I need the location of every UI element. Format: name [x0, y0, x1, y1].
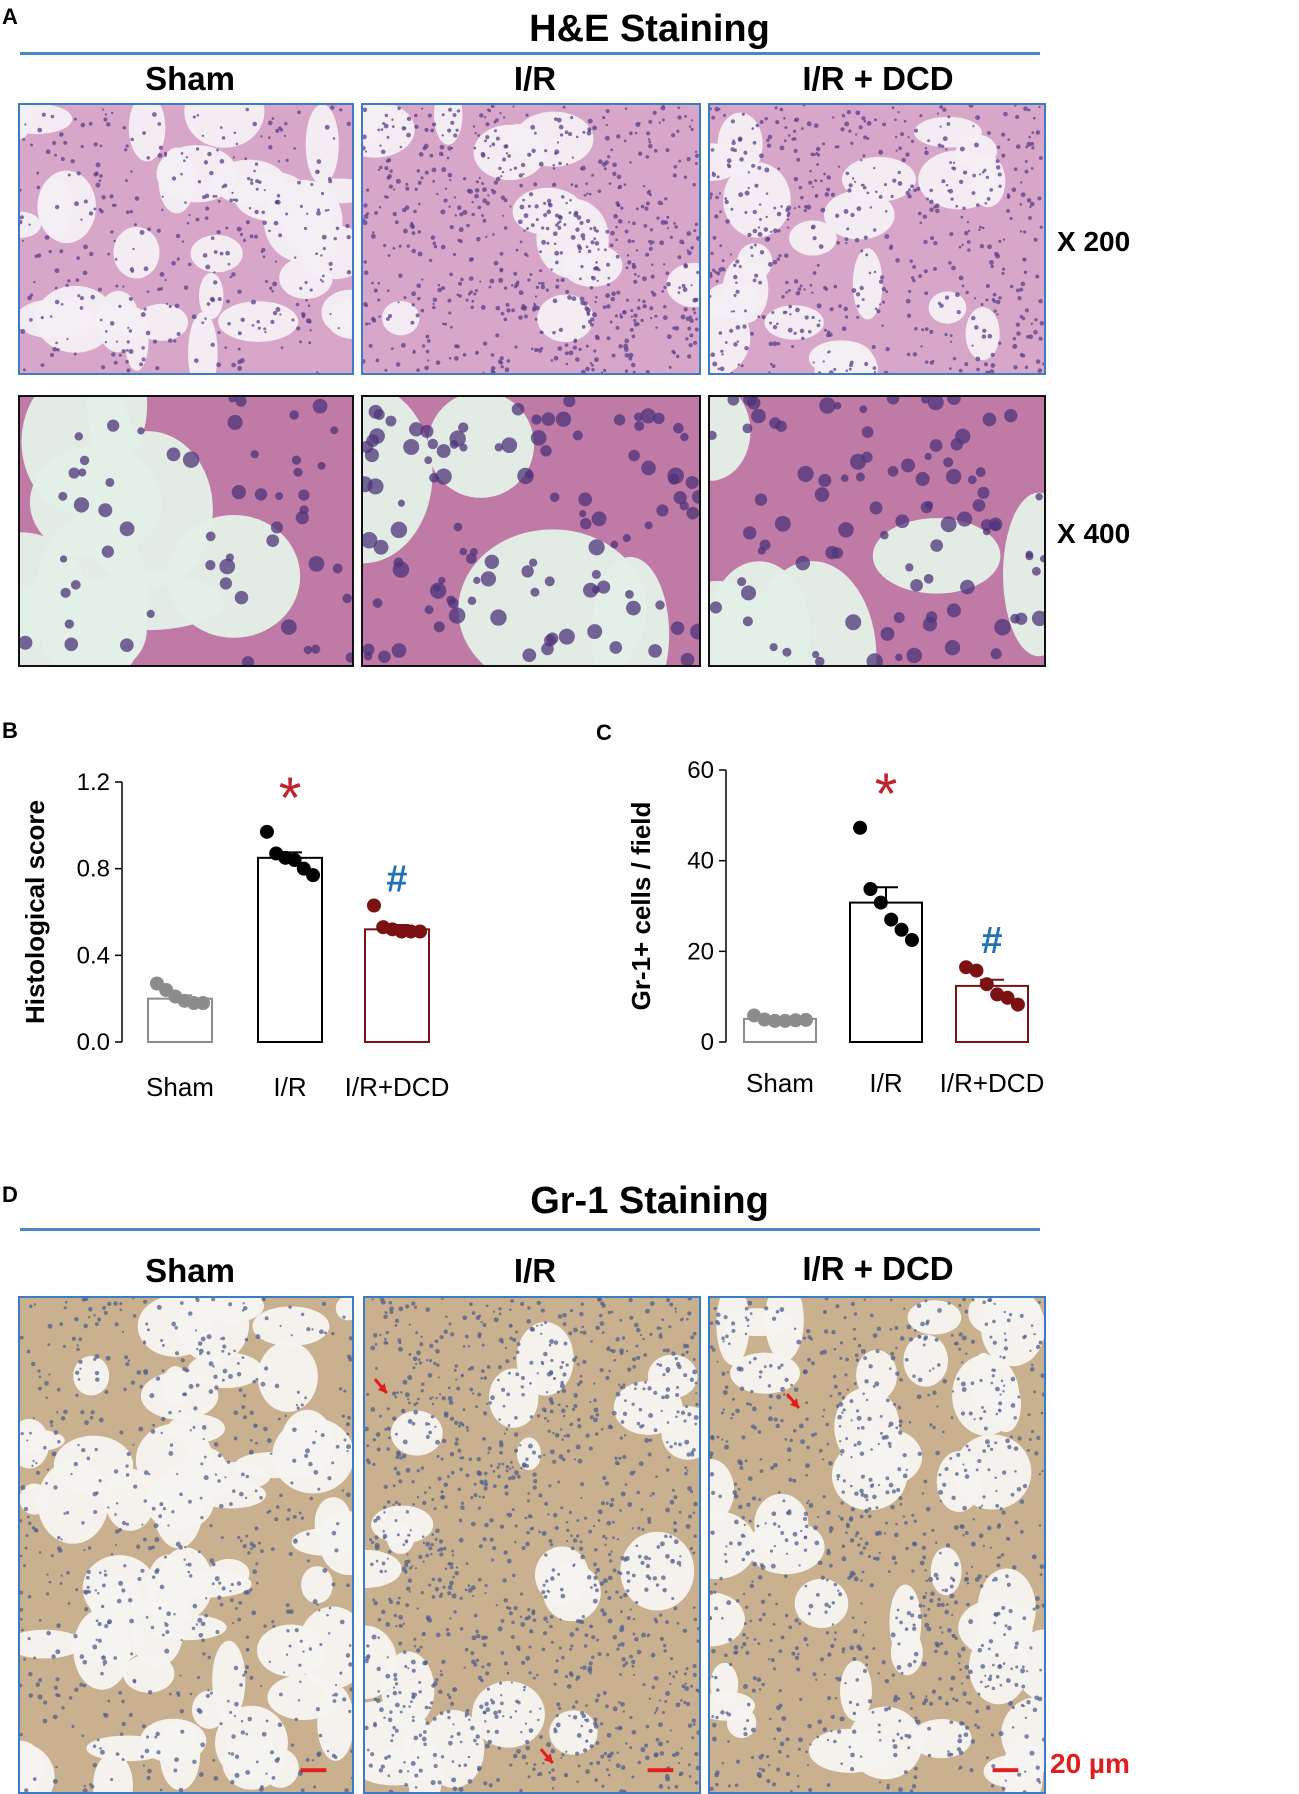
he-x400-ir-image [361, 395, 701, 667]
chart-c-point-1-4 [894, 922, 909, 937]
gr1-col-label-sham: Sham [145, 1252, 235, 1289]
chart-c-significance-star: * [875, 762, 898, 827]
chart-b-category-label-0: Sham [146, 1072, 214, 1102]
chart-c-tick-label-3: 60 [687, 757, 714, 784]
chart-c-point-1-0 [853, 820, 868, 835]
chart-b-category-label-2: I/R+DCD [345, 1072, 450, 1102]
chart-c-y-axis-label: Gr-1+ cells / field [626, 802, 656, 1011]
chart-c-point-1-2 [873, 895, 888, 910]
chart-c-point-2-2 [979, 977, 994, 992]
chart-c-tick-label-1: 20 [687, 938, 714, 965]
chart-c-point-0-3 [778, 1013, 793, 1028]
chart-c-point-0-4 [788, 1013, 803, 1028]
he-x400-ir-dcd-image [708, 395, 1046, 667]
gr1-sham-image [18, 1296, 354, 1794]
chart-b-point-2-0 [366, 898, 381, 913]
chart-b-point-1-5 [306, 868, 321, 883]
chart-b-tick-label-2: 0.8 [77, 856, 110, 883]
chart-b-significance-star: * [279, 766, 302, 831]
gr1-title-rule [20, 1228, 1040, 1231]
chart-c-point-0-2 [767, 1013, 782, 1028]
gr1-col-label-ir-dcd: I/R + DCD [802, 1250, 954, 1287]
gr1-cells-chart: 0 20 40 60 Gr-1+ cells / field Sham I/R I/R+DCD… [626, 757, 1045, 1098]
chart-c-point-2-4 [1000, 990, 1015, 1005]
he-x200-sham-image [18, 103, 354, 375]
chart-c-point-0-5 [798, 1012, 813, 1027]
chart-b-y-axis-label: Histological score [20, 800, 50, 1024]
gr1-col-label-ir: I/R [513, 1252, 557, 1289]
chart-c-tick-label-2: 40 [687, 848, 714, 875]
chart-c-tick-label-0: 0 [701, 1029, 714, 1056]
scale-bar-label: 20 µm [1050, 1748, 1130, 1779]
chart-b-point-2-5 [413, 924, 428, 939]
chart-b-category-label-1: I/R [273, 1072, 306, 1102]
he-title-rule [20, 52, 1040, 55]
he-x200-ir-image [361, 103, 701, 375]
magnification-x200-label: X 200 [1057, 226, 1131, 257]
col-label-ir-dcd: I/R + DCD [802, 60, 954, 97]
he-staining-title: H&E Staining [529, 8, 770, 50]
he-x400-sham-image [18, 395, 354, 667]
chart-c-category-label-2: I/R+DCD [940, 1068, 1045, 1098]
chart-b-significance-hash: # [386, 859, 407, 901]
magnification-x400-label: X 400 [1057, 518, 1131, 549]
chart-c-bar-1 [849, 901, 923, 1043]
chart-b-tick-label-0: 0.0 [77, 1029, 110, 1056]
panel-b-letter: B [2, 718, 18, 743]
chart-c-significance-hash: # [981, 920, 1002, 962]
chart-b-bar-1 [257, 856, 323, 1044]
gr1-staining-title: Gr-1 Staining [530, 1180, 769, 1222]
chart-c-point-0-1 [757, 1012, 772, 1027]
chart-c-point-1-5 [904, 933, 919, 947]
chart-b-point-0-5 [196, 996, 211, 1010]
col-label-sham: Sham [145, 60, 235, 97]
histological-score-chart: 0.0 0.4 0.8 1.2 Histological score Sham I/R I/R… [20, 766, 450, 1102]
chart-c-point-2-5 [1010, 997, 1025, 1012]
chart-b-tick-label-1: 0.4 [77, 942, 110, 969]
chart-c-point-2-1 [969, 963, 984, 978]
chart-b-point-1-3 [287, 853, 302, 867]
gr1-ir-dcd-image [708, 1296, 1046, 1794]
chart-b-bar-2 [364, 928, 430, 1043]
chart-b-tick-label-3: 1.2 [77, 769, 110, 796]
chart-c-point-1-3 [884, 912, 899, 927]
panel-c-letter: C [596, 720, 612, 745]
chart-c-point-1-1 [863, 882, 878, 896]
chart-c-category-label-1: I/R [869, 1068, 902, 1098]
col-label-ir: I/R [513, 60, 557, 97]
panel-d-letter: D [2, 1182, 18, 1207]
he-x200-ir-dcd-image [708, 103, 1046, 375]
chart-b-point-1-0 [259, 824, 274, 839]
panel-a-letter: A [2, 4, 18, 29]
gr1-ir-image [363, 1296, 701, 1794]
chart-c-category-label-0: Sham [746, 1068, 814, 1098]
